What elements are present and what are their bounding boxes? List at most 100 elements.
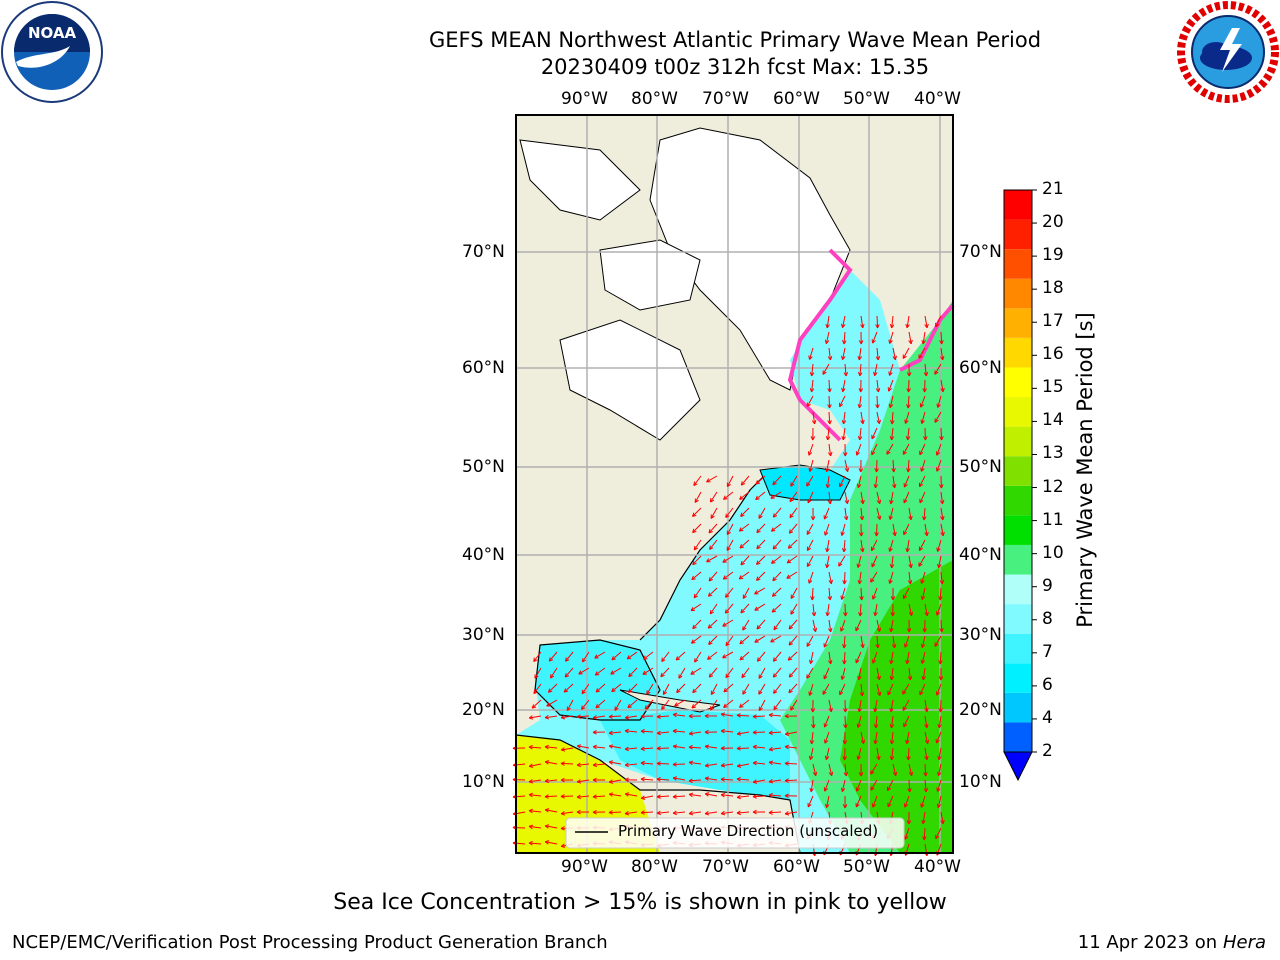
- wave-arrow: [561, 747, 574, 751]
- wave-arrow-head: [924, 323, 929, 329]
- wave-arrow-head: [827, 356, 833, 361]
- wave-arrow-head: [921, 339, 926, 345]
- wave-arrow-head: [874, 468, 879, 473]
- wave-arrow: [694, 651, 702, 663]
- wave-arrow-head: [741, 673, 746, 679]
- wave-arrow-head: [924, 739, 930, 745]
- wave-arrow-head: [704, 810, 710, 816]
- wave-arrow: [710, 699, 718, 711]
- wave-arrow-head: [889, 627, 894, 633]
- wave-arrow-head: [752, 760, 757, 766]
- wave-arrow-head: [784, 811, 790, 816]
- wave-arrow: [856, 443, 862, 456]
- wave-arrow-head: [920, 419, 925, 424]
- wave-arrow: [857, 715, 862, 728]
- wave-arrow-head: [656, 777, 661, 782]
- wave-arrow-head: [806, 674, 811, 679]
- wave-arrow-head: [722, 558, 727, 563]
- chart-subtitle: 20230409 t00z 312h fcst Max: 15.35: [540, 55, 930, 79]
- wave-arrow-head: [720, 777, 725, 782]
- wave-arrow-head: [565, 657, 570, 662]
- wave-arrow: [721, 794, 734, 797]
- wave-arrow-head: [859, 547, 865, 553]
- wave-arrow: [918, 555, 926, 567]
- wave-arrow-head: [624, 762, 629, 768]
- wave-arrow: [903, 475, 910, 488]
- wave-arrow-head: [808, 467, 813, 472]
- wave-arrow: [548, 651, 558, 662]
- wave-arrow: [625, 730, 638, 733]
- lon-label-bottom: 60°W: [773, 857, 820, 877]
- wave-arrow-head: [807, 451, 813, 456]
- wave-arrow-head: [534, 674, 539, 679]
- wave-arrow: [892, 459, 895, 473]
- wave-arrow-head: [890, 596, 896, 601]
- wave-arrow-head: [918, 546, 923, 552]
- wave-arrow: [892, 635, 896, 648]
- wave-arrow-head: [887, 387, 892, 392]
- colorbar-tick-label: 13: [1042, 443, 1064, 464]
- wave-arrow: [924, 603, 928, 616]
- wave-arrow-head: [923, 372, 929, 377]
- wave-arrow-head: [809, 659, 814, 665]
- wave-arrow: [786, 555, 798, 564]
- wave-arrow: [721, 763, 734, 767]
- wave-arrow: [842, 315, 846, 328]
- wave-arrow: [934, 635, 942, 647]
- wave-arrow: [789, 507, 798, 518]
- wave-arrow: [876, 619, 881, 632]
- wave-arrow: [788, 683, 798, 694]
- colorbar-segment: [1004, 604, 1032, 634]
- wave-arrow-head: [827, 659, 833, 665]
- wave-arrow: [826, 539, 830, 552]
- lat-label-left: 50°N: [462, 457, 505, 477]
- wave-arrow: [710, 683, 718, 695]
- wave-arrow: [940, 811, 944, 824]
- wave-arrow: [626, 651, 638, 660]
- wave-arrow: [889, 395, 894, 408]
- wave-arrow: [924, 763, 927, 777]
- wave-arrow: [876, 347, 879, 360]
- wave-arrow-head: [768, 810, 773, 815]
- wave-arrow: [921, 411, 926, 424]
- wave-arrow: [676, 683, 686, 693]
- arctic-island: [519, 139, 641, 221]
- wave-arrow: [922, 811, 926, 824]
- wave-arrow: [806, 667, 814, 679]
- wave-arrow-head: [660, 672, 665, 678]
- wave-arrow-head: [870, 786, 875, 791]
- wave-arrow-head: [704, 776, 710, 781]
- wave-arrow-head: [771, 608, 777, 613]
- wave-arrow: [708, 635, 718, 645]
- wave-arrow: [812, 715, 814, 729]
- wave-arrow: [742, 587, 750, 599]
- wave-arrow: [689, 761, 702, 765]
- wave-arrow: [860, 491, 864, 504]
- sea-ice-edge-east: [899, 303, 955, 372]
- wave-arrow: [827, 427, 830, 440]
- wave-arrow: [737, 763, 750, 767]
- wave-arrow-head: [624, 777, 629, 783]
- wave-arrow-head: [770, 494, 775, 499]
- wave-arrow: [785, 731, 798, 735]
- wave-arrow-head: [842, 452, 848, 457]
- wave-arrow-head: [858, 532, 864, 537]
- wave-arrow-head: [808, 355, 813, 360]
- wave-arrow-head: [889, 659, 894, 665]
- wave-arrow: [656, 747, 670, 749]
- wave-arrow-head: [902, 594, 907, 600]
- wave-arrow: [742, 619, 750, 631]
- wave-arrow-head: [824, 531, 829, 536]
- wave-arrow: [533, 651, 542, 662]
- wave-arrow: [531, 699, 542, 709]
- wave-arrow: [720, 778, 734, 781]
- wave-arrow-head: [672, 712, 678, 718]
- wave-arrow-head: [887, 690, 892, 696]
- wave-arrow-head: [531, 704, 537, 709]
- wave-arrow-head: [790, 482, 795, 487]
- wave-arrow-head: [842, 644, 847, 649]
- wave-arrow: [807, 795, 814, 808]
- wave-arrow: [726, 475, 734, 487]
- wave-arrow: [691, 571, 702, 581]
- wave-arrow: [919, 491, 926, 504]
